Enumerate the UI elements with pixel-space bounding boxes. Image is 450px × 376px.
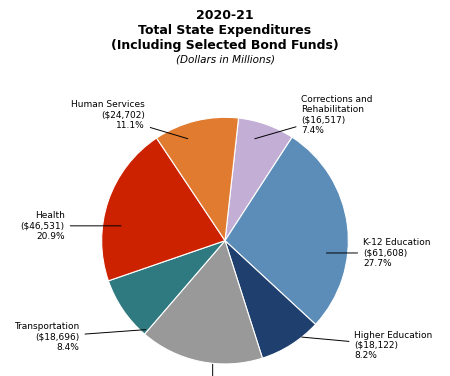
Wedge shape: [225, 118, 292, 241]
Text: Other
($36,018)
16.2%: Other ($36,018) 16.2%: [190, 364, 235, 376]
Wedge shape: [225, 137, 348, 324]
Wedge shape: [144, 241, 262, 364]
Text: Total State Expenditures: Total State Expenditures: [139, 24, 311, 38]
Wedge shape: [102, 138, 225, 281]
Text: (Including Selected Bond Funds): (Including Selected Bond Funds): [111, 39, 339, 53]
Text: K-12 Education
($61,608)
27.7%: K-12 Education ($61,608) 27.7%: [326, 238, 431, 268]
Wedge shape: [225, 241, 315, 358]
Text: (Dollars in Millions): (Dollars in Millions): [176, 55, 274, 65]
Text: Higher Education
($18,122)
8.2%: Higher Education ($18,122) 8.2%: [302, 331, 433, 360]
Wedge shape: [157, 117, 238, 241]
Text: Human Services
($24,702)
11.1%: Human Services ($24,702) 11.1%: [71, 100, 188, 139]
Text: Health
($46,531)
20.9%: Health ($46,531) 20.9%: [21, 211, 121, 241]
Text: Corrections and
Rehabilitation
($16,517)
7.4%: Corrections and Rehabilitation ($16,517)…: [255, 95, 373, 139]
Text: Transportation
($18,696)
8.4%: Transportation ($18,696) 8.4%: [14, 322, 146, 352]
Wedge shape: [108, 241, 225, 334]
Text: 2020-21: 2020-21: [196, 9, 254, 23]
